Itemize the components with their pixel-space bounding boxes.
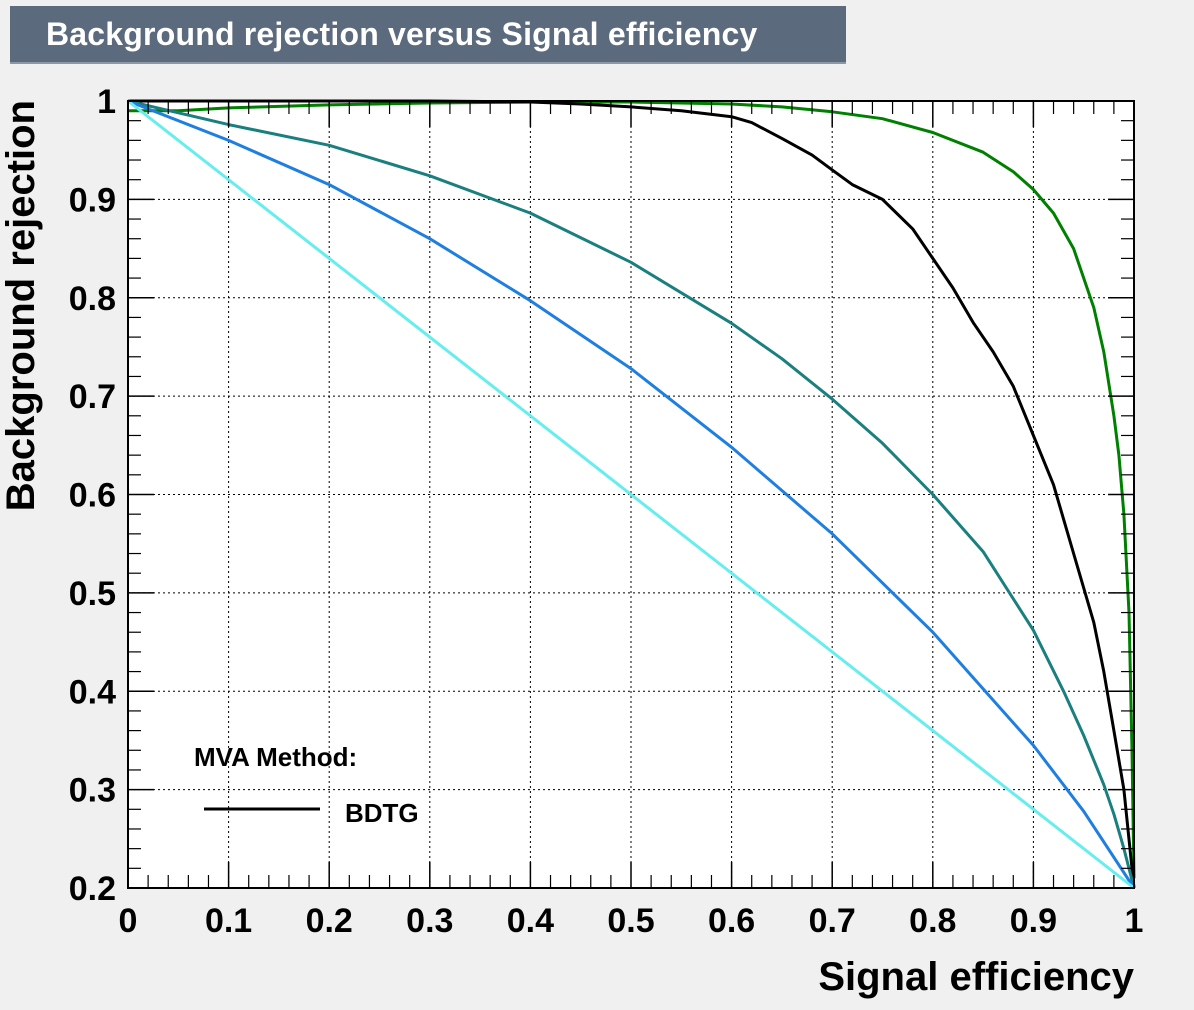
y-axis-title: Background rejection <box>0 100 43 511</box>
y-tick-label: 0.3 <box>69 772 116 810</box>
legend-label-bdtg: BDTG <box>345 798 419 828</box>
x-tick-label: 1 <box>1125 902 1144 940</box>
grid-lines <box>128 101 1134 888</box>
series-line-5 <box>127 99 1135 890</box>
chart-title-box: Background rejection versus Signal effic… <box>10 6 846 64</box>
legend-header: MVA Method: <box>194 742 357 772</box>
series-line-3 <box>127 99 1136 889</box>
y-tick-label: 0.5 <box>69 575 116 613</box>
x-tick-label: 0 <box>119 902 138 940</box>
x-tick-label: 0.8 <box>909 902 956 940</box>
x-tick-label: 0.3 <box>406 902 453 940</box>
x-tick-label: 0.1 <box>205 902 252 940</box>
x-tick-label: 0.2 <box>306 902 353 940</box>
y-tick-label: 1 <box>97 83 116 121</box>
tick-labels: 0 0.1 0.2 0.3 0.4 0.5 0.6 0.7 0.8 0.9 1 0.2 0.3 0.4 0.… <box>69 83 1144 940</box>
y-tick-label: 0.8 <box>69 280 116 318</box>
x-tick-label: 0.4 <box>507 902 554 940</box>
x-tick-label: 0.5 <box>607 902 654 940</box>
series-line-2 <box>128 99 1136 889</box>
x-tick-label: 0.7 <box>809 902 856 940</box>
x-axis-title: Signal efficiency <box>818 955 1134 999</box>
x-tick-label: 0.9 <box>1010 902 1057 940</box>
chart-title: Background rejection versus Signal effic… <box>46 16 758 52</box>
legend: MVA Method: BDTG <box>194 742 419 828</box>
x-tick-label: 0.6 <box>708 902 755 940</box>
axis-ticks <box>127 100 1135 889</box>
y-tick-label: 0.4 <box>69 673 116 711</box>
y-tick-label: 0.7 <box>69 378 116 416</box>
y-tick-label: 0.9 <box>69 181 116 219</box>
y-tick-label: 0.6 <box>69 477 116 515</box>
y-tick-label: 0.2 <box>69 870 116 908</box>
series-line-4 <box>127 99 1136 889</box>
